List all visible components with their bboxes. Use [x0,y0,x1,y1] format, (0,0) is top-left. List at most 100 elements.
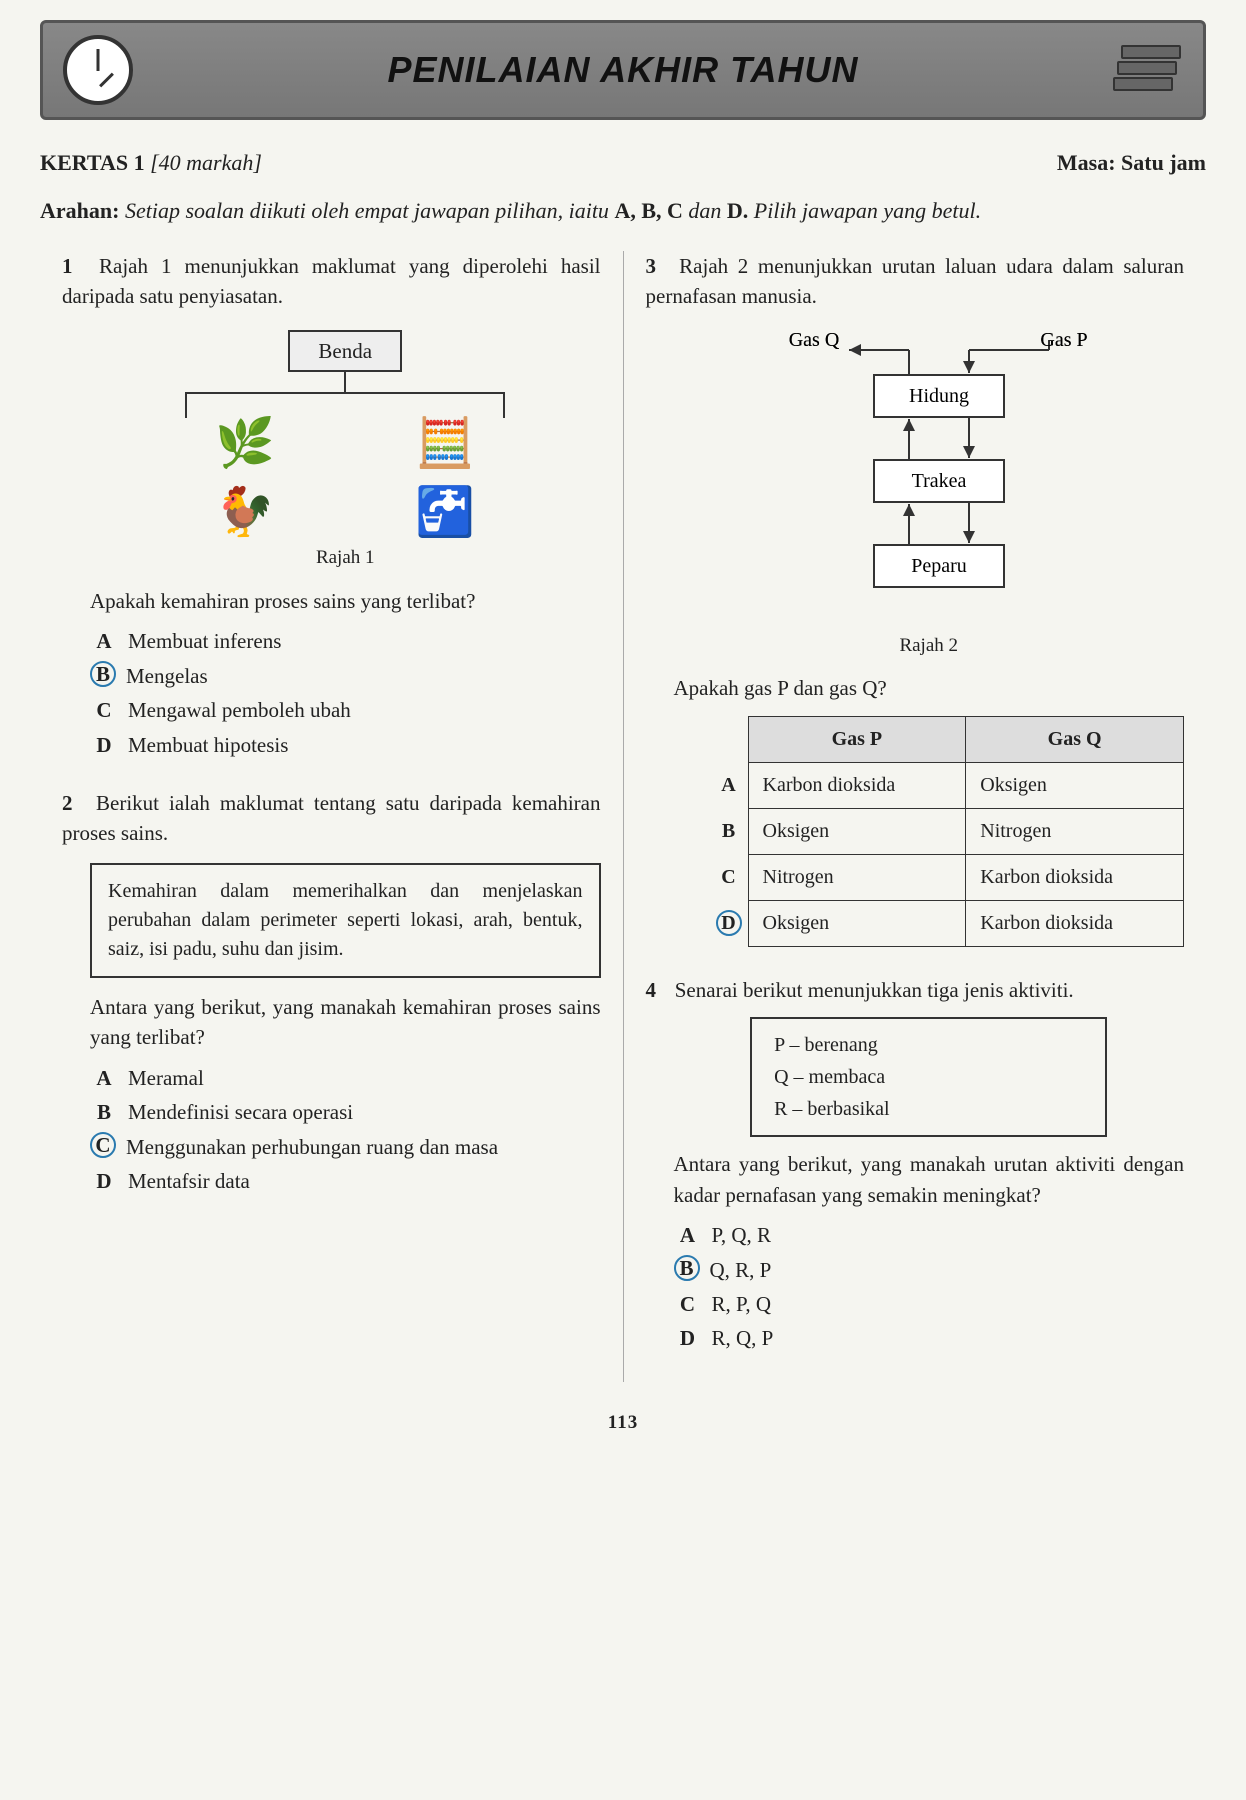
list-item: R – berbasikal [774,1093,1083,1125]
table-row: AKarbon dioksidaOksigen [702,762,1184,808]
q2-info-box: Kemahiran dalam memerihalkan dan menjela… [90,863,601,978]
table-cell: Karbon dioksida [966,900,1184,946]
option-letter: A [90,1063,118,1093]
option-letter: A [90,626,118,656]
table-cell: Nitrogen [966,808,1184,854]
option-text: Mentafsir data [128,1166,601,1196]
svg-text:Peparu: Peparu [911,555,967,577]
table-cell: Karbon dioksida [748,762,966,808]
q4-text: Senarai berikut menunjukkan tiga jenis a… [675,978,1074,1002]
option-row: A P, Q, R [674,1220,1185,1250]
fern-chicken-icon: 🌿🐓 [165,418,325,538]
option-row: AMeramal [90,1063,601,1093]
q1-number: 1 [62,251,86,281]
option-letter: C [90,695,118,725]
option-row: C R, P, Q [674,1289,1185,1319]
clock-icon [63,35,133,105]
paper-label: KERTAS 1 [40,150,145,175]
svg-text:Gas P: Gas P [1040,329,1087,351]
q2-text: Berikut ialah maklumat tentang satu dari… [62,791,601,845]
option-row: C Mengawal pemboleh ubah [90,695,601,725]
option-text: R, P, Q [712,1289,1185,1319]
table-row: BOksigenNitrogen [702,808,1184,854]
header-banner: PENILAIAN AKHIR TAHUN [40,20,1206,120]
option-text: Q, R, P [710,1255,1185,1285]
list-item: Q – membaca [774,1061,1083,1093]
option-row: A Membuat inferens [90,626,601,656]
column-right: 3 Rajah 2 menunjukkan urutan laluan udar… [624,251,1207,1382]
q1-text: Rajah 1 menunjukkan maklumat yang dipero… [62,254,601,308]
option-letter: D [90,1166,118,1196]
instructions-last: D [727,198,743,223]
option-row: B Mendefinisi secara operasi [90,1097,601,1127]
column-left: 1 Rajah 1 menunjukkan maklumat yang dipe… [40,251,624,1382]
option-text: R, Q, P [712,1323,1185,1353]
page-title: PENILAIAN AKHIR TAHUN [153,49,1093,91]
svg-text:Hidung: Hidung [909,385,969,407]
option-text: Membuat inferens [128,626,601,656]
instructions: Arahan: Setiap soalan diikuti oleh empat… [40,194,1206,227]
question-1: 1 Rajah 1 menunjukkan maklumat yang dipe… [62,251,601,760]
row-letter: B [702,808,749,854]
option-letter: C [674,1289,702,1319]
option-letter: A [674,1220,702,1250]
option-letter: C [90,1132,116,1158]
instructions-text: Setiap soalan diikuti oleh empat jawapan… [125,198,609,223]
option-row: D Membuat hipotesis [90,730,601,760]
option-text: P, Q, R [712,1220,1185,1250]
q4-subquestion: Antara yang berikut, yang manakah urutan… [674,1149,1185,1210]
list-item: P – berenang [774,1029,1083,1061]
table-row: CNitrogenKarbon dioksida [702,854,1184,900]
option-letter: B [90,1097,118,1127]
question-4: 4 Senarai berikut menunjukkan tiga jenis… [646,975,1185,1354]
q3-number: 3 [646,251,670,281]
q1-caption: Rajah 1 [90,544,601,572]
option-text: Mengelas [126,661,601,691]
time-label: Masa: [1057,150,1116,175]
question-2: 2 Berikut ialah maklumat tentang satu da… [62,788,601,1197]
q3-caption: Rajah 2 [674,632,1185,660]
table-cell: Oksigen [966,762,1184,808]
svg-text:Trakea: Trakea [911,470,966,492]
table-cell: Nitrogen [748,854,966,900]
option-text: Mendefinisi secara operasi [128,1097,601,1127]
q4-options: A P, Q, R BQ, R, P C R, P, Q D R, Q, P [674,1220,1185,1354]
option-letter: D [674,1323,702,1353]
books-icon [1113,45,1183,95]
q3-answer-table: Gas PGas QAKarbon dioksidaOksigenBOksige… [702,716,1185,947]
q2-subquestion: Antara yang berikut, yang manakah kemahi… [90,992,601,1053]
table-cell: Karbon dioksida [966,854,1184,900]
table-cell: Oksigen [748,900,966,946]
q1-options: A Membuat inferens B Mengelas C Mengawal pemb… [90,626,601,760]
option-row: D R, Q, P [674,1323,1185,1353]
benda-label: Benda [288,330,402,372]
q3-flow-diagram: HidungTrakeaPeparuGas QGas PGas QGas P [674,326,1185,626]
time-value: Satu jam [1121,150,1206,175]
q1-diagram: Benda 🌿🐓 🧮🚰 [90,330,601,538]
table-cell: Oksigen [748,808,966,854]
option-row: BQ, R, P [674,1255,1185,1285]
row-letter: C [702,854,749,900]
q3-subquestion: Apakah gas P dan gas Q? [674,673,1185,703]
option-text: Menggunakan perhubungan ruang dan masa [126,1132,601,1162]
option-row: C Menggunakan perhubungan ruang dan masa [90,1132,601,1162]
instructions-letters: A, B, C [614,198,682,223]
option-row: B Mengelas [90,661,601,691]
row-letter: A [702,762,749,808]
table-header: Gas P [748,716,966,762]
q1-subquestion: Apakah kemahiran proses sains yang terli… [90,586,601,616]
svg-text:Gas Q: Gas Q [788,329,839,351]
paper-meta: KERTAS 1 [40 markah] Masa: Satu jam [40,150,1206,176]
option-text: Membuat hipotesis [128,730,601,760]
row-letter: D [702,900,749,946]
question-3: 3 Rajah 2 menunjukkan urutan laluan udar… [646,251,1185,947]
option-letter: B [90,661,116,687]
table-row: DOksigenKarbon dioksida [702,900,1184,946]
q2-number: 2 [62,788,86,818]
q4-activity-list: P – berenangQ – membacaR – berbasikal [750,1017,1107,1137]
table-header: Gas Q [966,716,1184,762]
content-columns: 1 Rajah 1 menunjukkan maklumat yang dipe… [40,251,1206,1382]
marks-label: [40 markah] [150,150,262,175]
option-letter: D [90,730,118,760]
option-text: Mengawal pemboleh ubah [128,695,601,725]
